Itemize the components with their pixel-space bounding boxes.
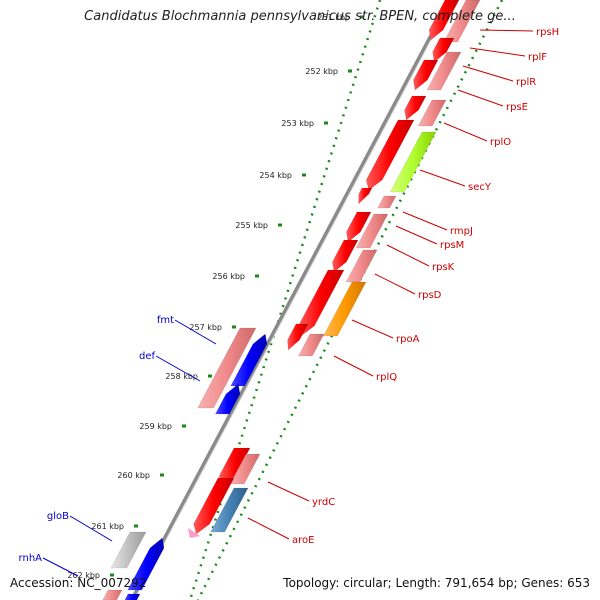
cds-feature[interactable] (426, 51, 462, 91)
cds-feature[interactable] (102, 589, 123, 600)
tick-label: 255 kbp (235, 221, 268, 230)
gene-label-rmpJ[interactable]: rmpJ (450, 226, 473, 237)
cds-feature[interactable] (322, 281, 367, 337)
gene-label-rplQ[interactable]: rplQ (376, 372, 397, 383)
gene-leader-line (402, 211, 448, 231)
tick-label: 252 kbp (305, 67, 338, 76)
gene-label-rpsD[interactable]: rpsD (418, 290, 442, 301)
gene-leader-line (395, 225, 438, 245)
tick-label: 254 kbp (259, 171, 292, 180)
gene-leader-line (374, 273, 416, 295)
gene-leader-line (469, 47, 526, 57)
gene-label-rnhA[interactable]: rnhA (19, 553, 43, 564)
cds-feature[interactable] (124, 593, 141, 600)
gene-label-rplR[interactable]: rplR (516, 77, 536, 88)
tick-mark: 254 kbp (259, 171, 306, 180)
gene-leader-line (386, 244, 430, 267)
cds-feature[interactable] (417, 99, 447, 127)
gene-leader-line (351, 319, 394, 339)
tick-mark: 256 kbp (212, 272, 259, 281)
tick-label: 261 kbp (91, 522, 124, 531)
cds-feature[interactable] (413, 59, 439, 91)
tick-label: 262 kbp (67, 571, 100, 580)
gene-label-rpoA[interactable]: rpoA (396, 334, 420, 345)
cds-feature[interactable] (297, 333, 325, 357)
cds-feature[interactable] (229, 453, 261, 485)
gene-leader-line (155, 355, 201, 382)
tick-label: 253 kbp (281, 119, 314, 128)
cds-feature[interactable] (230, 333, 268, 387)
cds-feature[interactable] (443, 0, 481, 43)
cds-feature[interactable] (358, 187, 373, 205)
gene-leader-line (457, 89, 504, 107)
gene-label-aroE[interactable]: aroE (292, 535, 314, 546)
cds-feature[interactable] (287, 323, 309, 351)
tick-mark: 258 kbp (165, 372, 212, 381)
cds-feature[interactable] (214, 383, 241, 415)
tick-label: 260 kbp (117, 471, 150, 480)
tick-label: 257 kbp (189, 323, 222, 332)
tick-mark: 260 kbp (117, 471, 164, 480)
accession-text: Accession: NC_007292 (10, 576, 147, 590)
gene-label-def[interactable]: def (139, 351, 156, 362)
gene-leader-line (174, 319, 217, 345)
tick-mark: 259 kbp (139, 422, 186, 431)
gene-label-rpsM[interactable]: rpsM (440, 240, 464, 251)
gene-leader-line (443, 122, 488, 142)
cds-feature[interactable] (193, 477, 235, 535)
map-title: Candidatus Blochmannia pennsylvanicus st… (84, 9, 516, 24)
gene-label-yrdC[interactable]: yrdC (312, 497, 335, 508)
cds-feature[interactable] (110, 531, 147, 569)
cds-feature[interactable] (365, 119, 415, 191)
gene-label-rpsK[interactable]: rpsK (432, 262, 455, 273)
genome-backbone-highlight (133, 0, 453, 600)
cds-feature[interactable] (197, 327, 257, 409)
gene-leader-line (333, 355, 374, 377)
tick-label: 256 kbp (212, 272, 245, 281)
outer-tick-track (188, 0, 382, 600)
cds-feature[interactable] (332, 239, 359, 273)
tick-label: 251 kbp (317, 13, 350, 22)
tick-label: 259 kbp (139, 422, 172, 431)
gene-leader-line (419, 169, 466, 187)
tick-mark: 253 kbp (281, 119, 328, 128)
tick-label: 258 kbp (165, 372, 198, 381)
gene-leader-line (42, 557, 79, 577)
cds-feature[interactable] (389, 131, 437, 193)
gene-leader-line (462, 65, 514, 82)
cds-feature[interactable] (127, 537, 165, 591)
tick-mark: 261 kbp (91, 522, 138, 531)
cds-feature[interactable] (377, 195, 397, 209)
gene-leader-line (267, 481, 310, 502)
gene-label-rpsE[interactable]: rpsE (506, 102, 528, 113)
cds-feature[interactable] (432, 37, 455, 63)
cds-feature[interactable] (428, 0, 460, 41)
gene-label-rplF[interactable]: rplF (528, 52, 547, 63)
gene-leader-line (247, 517, 290, 540)
tick-mark: 255 kbp (235, 221, 282, 230)
tick-mark: 252 kbp (305, 67, 352, 76)
cds-feature[interactable] (298, 269, 345, 337)
cds-feature[interactable] (345, 249, 378, 283)
gene-label-rplO[interactable]: rplO (490, 137, 511, 148)
gene-leader-line (479, 29, 534, 32)
gene-label-rpsH[interactable]: rpsH (536, 27, 559, 38)
cds-feature[interactable] (355, 213, 389, 249)
genome-backbone (130, 0, 452, 600)
gene-leader-line (69, 515, 113, 542)
topology-summary: Topology: circular; Length: 791,654 bp; … (283, 576, 590, 590)
tick-mark: 262 kbp (67, 571, 114, 580)
gene-label-fmt[interactable]: fmt (157, 315, 174, 326)
tick-mark: 251 kbp (317, 13, 364, 22)
cds-feature[interactable] (404, 95, 427, 121)
tick-mark: 257 kbp (189, 323, 236, 332)
gene-label-gloB[interactable]: gloB (47, 511, 69, 522)
small-feature-marker[interactable] (188, 528, 200, 538)
cds-feature[interactable] (210, 487, 249, 533)
gene-label-secY[interactable]: secY (468, 182, 492, 193)
cds-feature[interactable] (346, 211, 372, 243)
